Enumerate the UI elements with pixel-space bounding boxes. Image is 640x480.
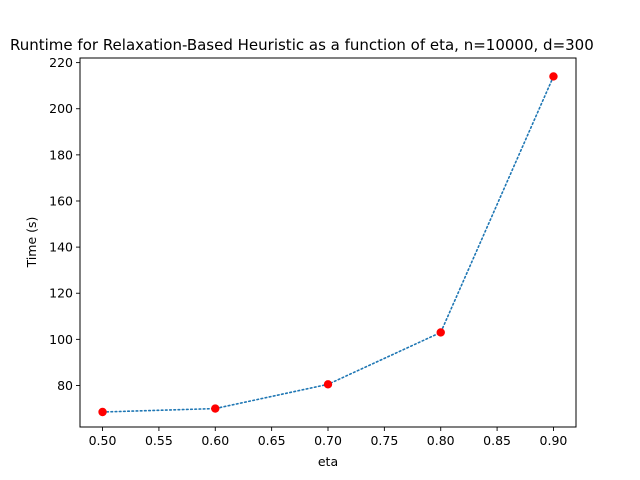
x-tick-label: 0.50 xyxy=(89,433,117,448)
y-tick-label: 140 xyxy=(49,240,73,255)
y-tick-label: 180 xyxy=(49,147,73,162)
y-axis: 80 100 120 140 160 180 200 220 xyxy=(49,55,80,393)
data-point xyxy=(98,407,107,417)
x-tick-label: 0.65 xyxy=(258,433,286,448)
y-tick-label: 160 xyxy=(49,193,73,208)
chart-title: Runtime for Relaxation-Based Heuristic a… xyxy=(10,36,594,54)
data-point xyxy=(211,404,220,413)
x-axis: 0.50 0.55 0.60 0.65 0.70 0.75 0.80 0.85 0.90 xyxy=(89,427,568,448)
x-tick-label: 0.60 xyxy=(201,433,229,448)
x-tick-label: 0.55 xyxy=(145,433,173,448)
y-tick-label: 220 xyxy=(49,55,73,70)
x-tick-label: 0.75 xyxy=(370,433,398,448)
y-axis-label: Time (s) xyxy=(24,217,39,269)
x-tick-label: 0.85 xyxy=(483,433,511,448)
x-axis-label: eta xyxy=(318,454,338,469)
data-point xyxy=(323,380,333,389)
x-tick-label: 0.80 xyxy=(427,433,455,448)
y-tick-label: 100 xyxy=(49,332,73,347)
y-tick-label: 200 xyxy=(49,101,73,116)
x-tick-label: 0.90 xyxy=(540,433,568,448)
data-point xyxy=(549,72,558,81)
y-tick-label: 120 xyxy=(49,286,73,301)
y-tick-label: 80 xyxy=(57,378,73,393)
x-tick-label: 0.70 xyxy=(314,433,342,448)
data-point xyxy=(436,328,445,337)
plot-content xyxy=(98,72,558,417)
